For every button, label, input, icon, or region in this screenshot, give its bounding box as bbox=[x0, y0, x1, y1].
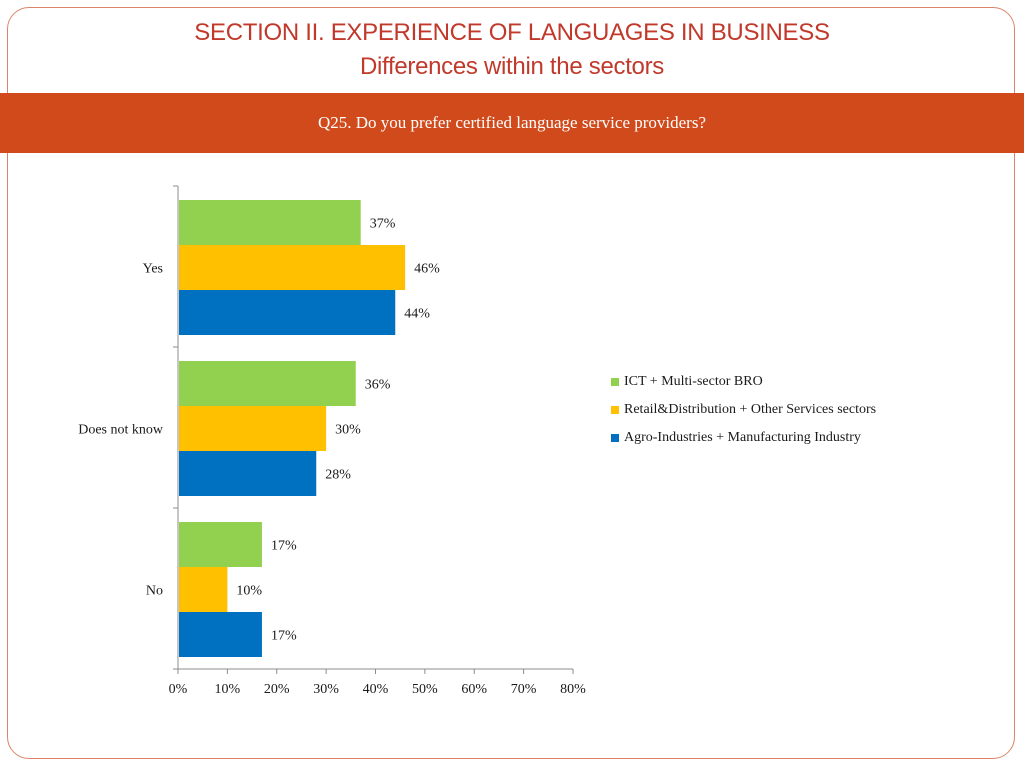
x-tick-label: 0% bbox=[169, 682, 188, 697]
chart-axes bbox=[173, 185, 574, 674]
x-tick-label: 30% bbox=[313, 682, 339, 697]
slide-subtitle: Differences within the sectors bbox=[359, 53, 665, 80]
bar bbox=[179, 522, 262, 567]
legend-swatch bbox=[611, 434, 619, 442]
bar bbox=[179, 567, 228, 612]
bar-data-label: 37% bbox=[370, 217, 396, 232]
x-tick-label: 10% bbox=[215, 682, 241, 697]
bar-data-label: 30% bbox=[335, 423, 361, 438]
legend-item: Agro-Industries + Manufacturing Industry bbox=[611, 428, 881, 447]
chart-legend: ICT + Multi-sector BRO Retail&Distributio… bbox=[611, 372, 881, 456]
x-tick-label: 70% bbox=[511, 682, 537, 697]
bar-data-label: 10% bbox=[236, 584, 262, 599]
x-tick-label: 60% bbox=[461, 682, 487, 697]
slide-title: SECTION II. EXPERIENCE OF LANGUAGES IN B… bbox=[194, 19, 830, 46]
bar-data-label: 36% bbox=[365, 378, 391, 393]
x-tick-label: 80% bbox=[560, 682, 586, 697]
chart-bars bbox=[179, 200, 406, 657]
bar bbox=[179, 245, 406, 290]
bar-data-label: 44% bbox=[404, 307, 430, 322]
bar-data-label: 28% bbox=[325, 468, 351, 483]
bar-data-label: 17% bbox=[271, 539, 297, 554]
x-tick-label: 20% bbox=[264, 682, 290, 697]
slide-frame bbox=[7, 7, 1015, 759]
question-text: Q25. Do you prefer certified language se… bbox=[317, 113, 706, 132]
legend-swatch bbox=[611, 406, 619, 414]
x-tick-label: 50% bbox=[412, 682, 438, 697]
x-tick-label: 40% bbox=[363, 682, 389, 697]
category-label: Yes bbox=[143, 262, 163, 277]
chart-labels: 0% 10% 20% 30% 40% 50% 60% 70% 80% Yes 37% 46% 44% Do… bbox=[78, 217, 586, 698]
bar bbox=[179, 361, 356, 406]
legend-swatch bbox=[611, 378, 619, 386]
legend-label: Agro-Industries + Manufacturing Industry bbox=[624, 430, 861, 445]
bar bbox=[179, 612, 262, 657]
legend-item: ICT + Multi-sector BRO bbox=[611, 372, 881, 391]
bar-data-label: 46% bbox=[414, 262, 440, 277]
category-label: No bbox=[146, 584, 163, 599]
category-label: Does not know bbox=[78, 423, 164, 438]
question-banner: Q25. Do you prefer certified language se… bbox=[0, 93, 1024, 153]
slide-title-block: SECTION II. EXPERIENCE OF LANGUAGES IN B… bbox=[0, 16, 1024, 84]
legend-item: Retail&Distribution + Other Services sec… bbox=[611, 400, 881, 419]
bar bbox=[179, 406, 327, 451]
bar bbox=[179, 290, 396, 335]
bar bbox=[179, 451, 317, 496]
legend-label: Retail&Distribution + Other Services sec… bbox=[624, 402, 877, 417]
bar bbox=[179, 200, 361, 245]
bar-data-label: 17% bbox=[271, 629, 297, 644]
legend-label: ICT + Multi-sector BRO bbox=[624, 374, 763, 389]
